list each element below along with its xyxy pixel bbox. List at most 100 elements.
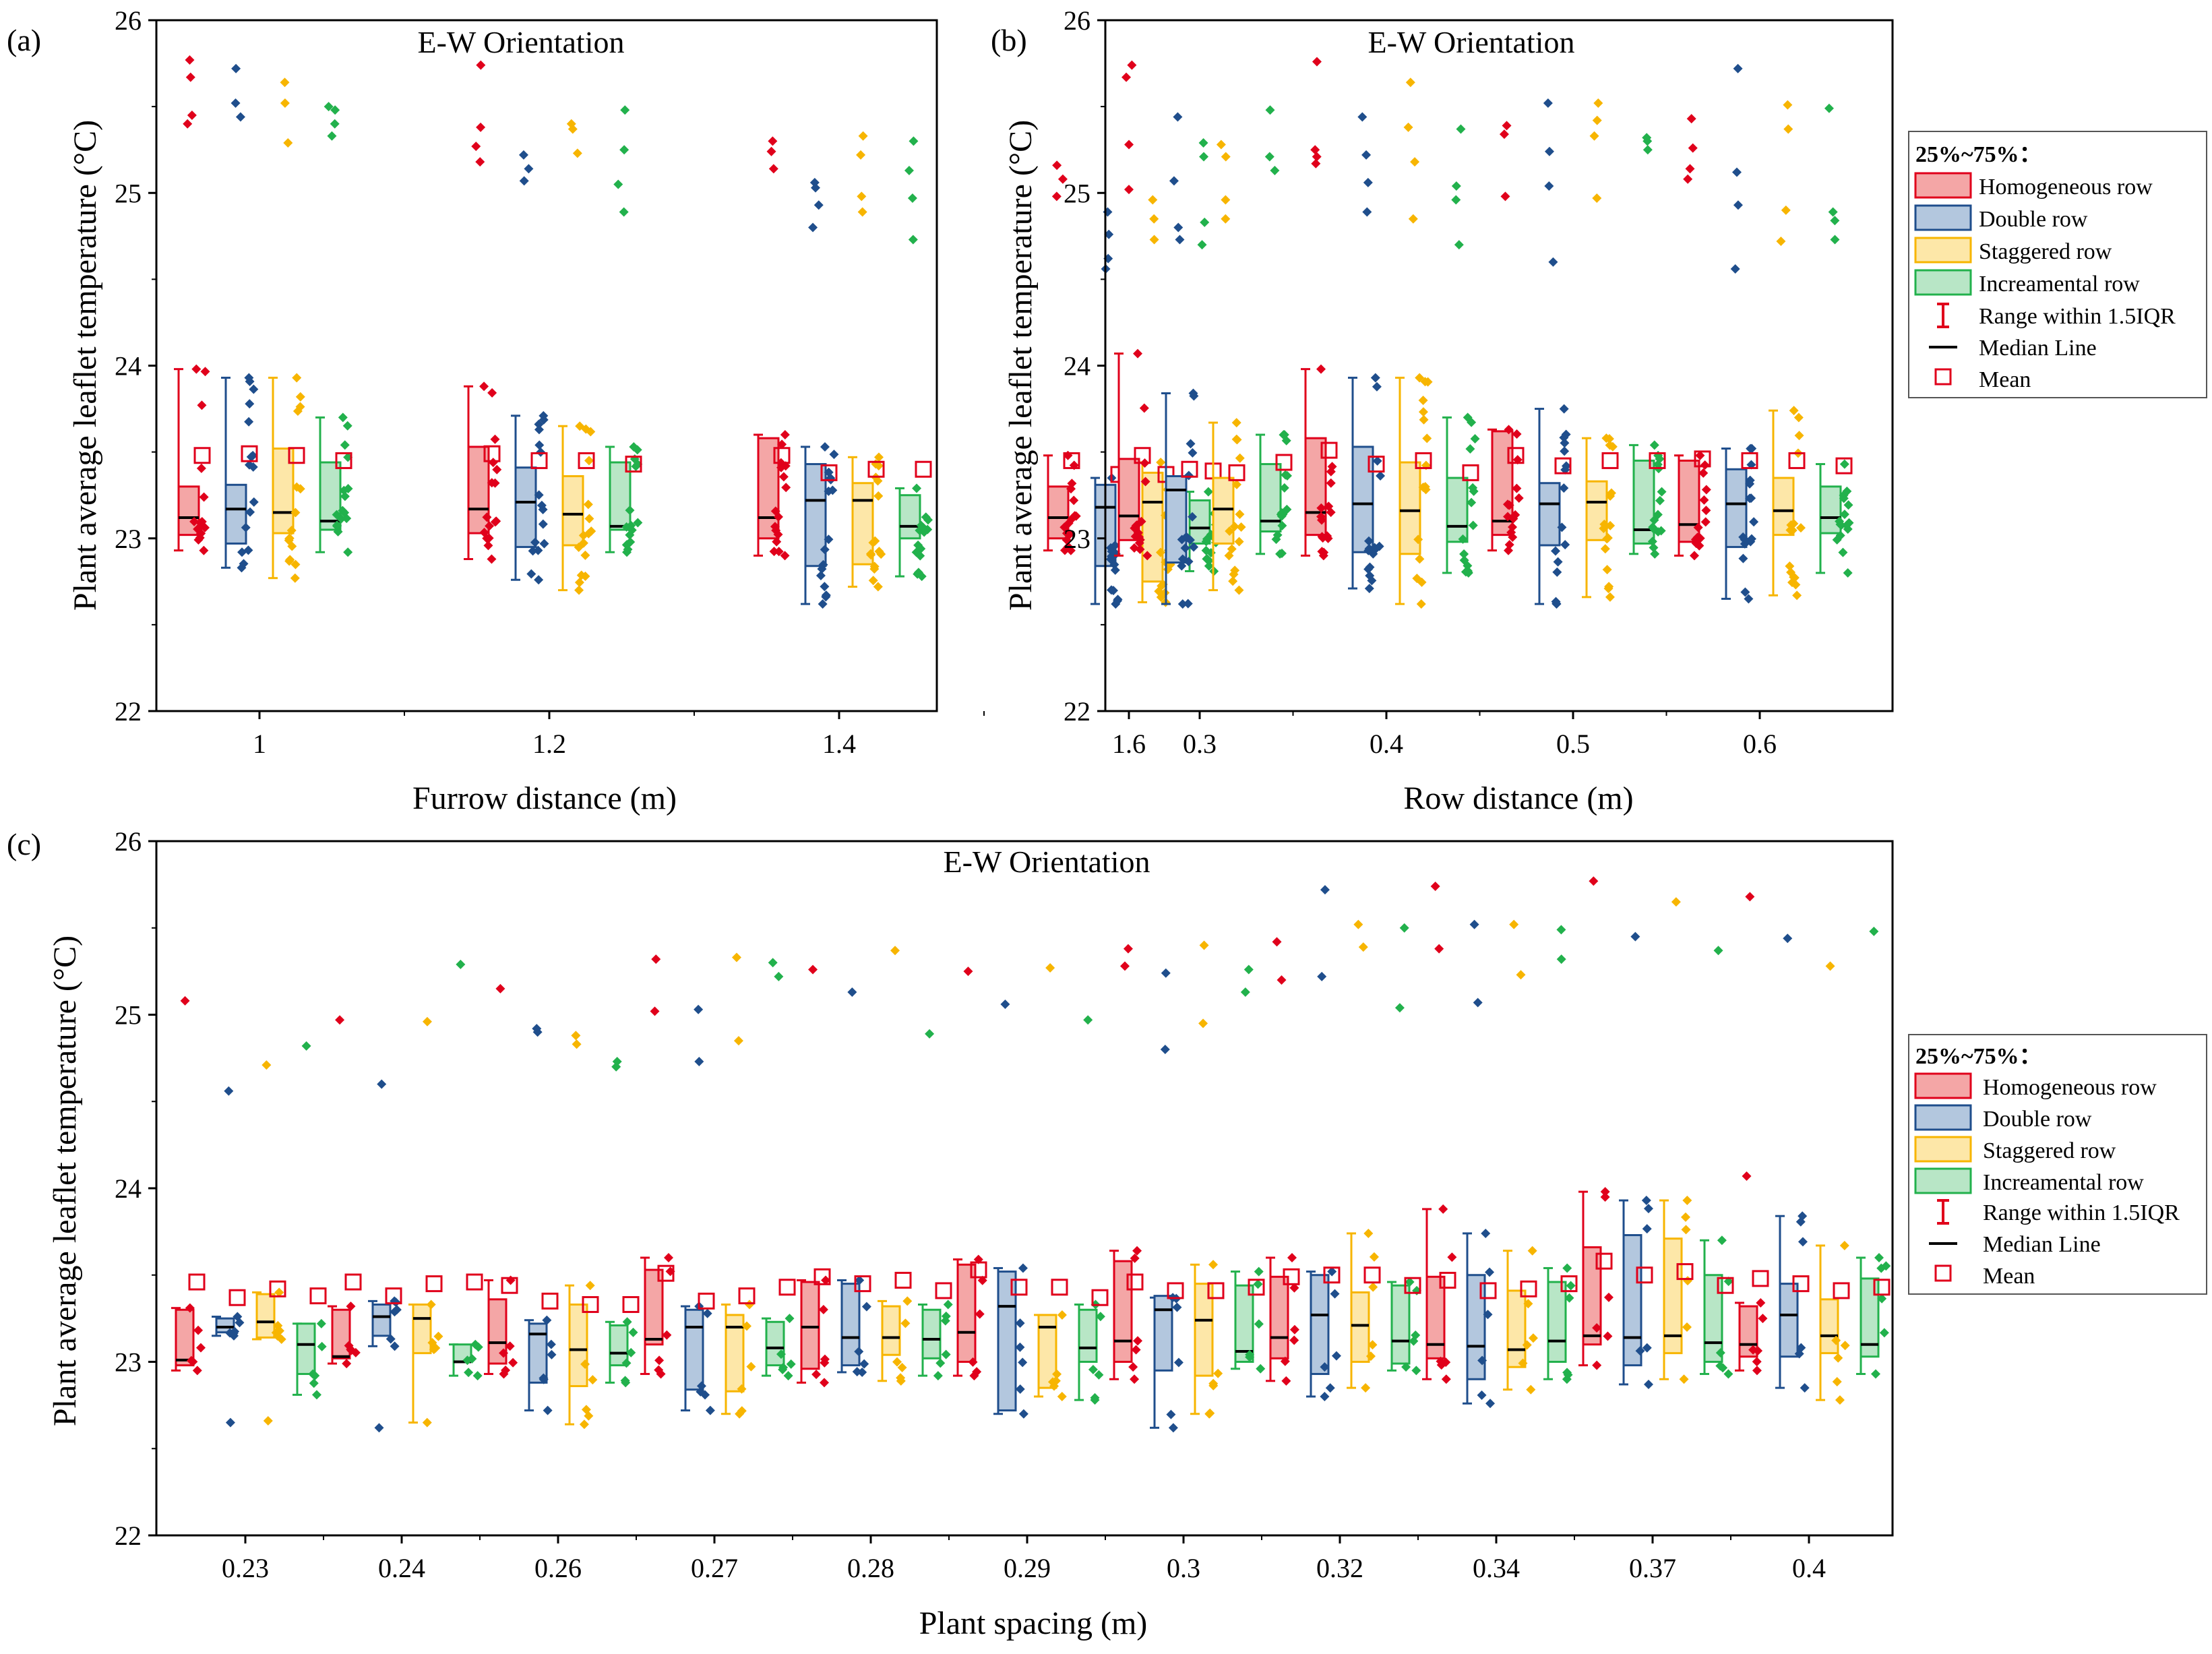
panel-c-homogeneous-point bbox=[1592, 1360, 1602, 1370]
panel-c-incremental-outlier bbox=[301, 1041, 311, 1051]
panel-a-double-box bbox=[514, 466, 537, 549]
panel-c-incremental-point bbox=[1723, 1369, 1733, 1379]
panel-a-staggered-outlier bbox=[856, 150, 866, 160]
panel-c-staggered-outlier bbox=[890, 946, 900, 956]
panel-c-homogeneous-point bbox=[1603, 1331, 1613, 1341]
panel-b-double-mean bbox=[1741, 452, 1758, 469]
legend-top-mean-icon bbox=[1934, 368, 1952, 386]
panel-b-incremental-point bbox=[1839, 510, 1849, 520]
panel-b-staggered-point bbox=[1228, 576, 1238, 586]
panel-a-double-point bbox=[245, 376, 255, 386]
panel-a-homogeneous-point bbox=[777, 439, 787, 450]
panel-b-staggered-point bbox=[1604, 582, 1614, 592]
panel-b-incremental-point bbox=[1836, 520, 1846, 530]
panel-c-homogeneous-outlier bbox=[495, 983, 505, 993]
panel-b-incremental-point bbox=[1843, 500, 1853, 510]
panel-c-homogeneous-point bbox=[505, 1341, 515, 1351]
panel-b-double-point bbox=[1364, 536, 1374, 546]
panel-a-staggered-outlier bbox=[566, 119, 576, 129]
panel-a-incremental-box bbox=[609, 461, 632, 531]
panel-a-double-point bbox=[821, 590, 831, 601]
panel-c-staggered-point bbox=[422, 1417, 432, 1428]
panel-c-double-point bbox=[852, 1367, 862, 1377]
panel-a-homogeneous-point bbox=[479, 381, 489, 392]
panel-b-homogeneous-point bbox=[1695, 450, 1705, 460]
panel-b-staggered-outlier bbox=[1410, 157, 1420, 167]
panel-c-incremental-point bbox=[622, 1317, 632, 1327]
panel-b-staggered-point bbox=[1789, 518, 1799, 528]
panel-a-double-outlier bbox=[519, 176, 529, 186]
panel-c-homogeneous-point bbox=[663, 1253, 673, 1262]
panel-a-staggered-point bbox=[868, 576, 878, 586]
panel-b-incremental-outlier bbox=[1642, 133, 1652, 143]
panel-c-staggered-outlier bbox=[262, 1060, 272, 1070]
panel-c-incremental-point bbox=[308, 1369, 318, 1379]
panel-c-incremental-point bbox=[1401, 1362, 1411, 1372]
panel-b-homogeneous-point bbox=[1698, 468, 1709, 478]
panel-b-double-point bbox=[1749, 517, 1759, 527]
panel-b-staggered-point bbox=[1231, 479, 1241, 489]
panel-c-double-point bbox=[547, 1349, 557, 1359]
panel-c-incremental-point bbox=[311, 1390, 321, 1400]
panel-a-double-outlier bbox=[518, 150, 528, 160]
panel-c-xtick-label: 0.27 bbox=[691, 1553, 738, 1583]
panel-b-double-outlier bbox=[1169, 176, 1179, 186]
panel-b-incremental-box bbox=[1446, 477, 1469, 543]
panel-a-xtick-label: 1.2 bbox=[532, 729, 566, 759]
panel-c-double-mean bbox=[1167, 1282, 1184, 1299]
panel-a-ylabel: Plant average leaflet temperature (°C) bbox=[67, 120, 103, 611]
panel-c-double-point bbox=[1168, 1423, 1178, 1433]
panel-b-homogeneous-point bbox=[1693, 522, 1703, 532]
panel-b-staggered-point bbox=[1224, 551, 1234, 561]
panel-b-double-point bbox=[1186, 439, 1196, 449]
panel-a-double-point bbox=[1107, 547, 1117, 557]
panel-b-homogeneous-outlier bbox=[1499, 129, 1509, 140]
panel-a-homogeneous-point bbox=[487, 554, 497, 564]
panel-a-double-point bbox=[245, 507, 255, 517]
panel-a-double-point bbox=[829, 450, 839, 460]
panel-b-incremental-outlier bbox=[1264, 152, 1274, 162]
panel-c-homogeneous-point bbox=[1128, 1362, 1138, 1372]
panel-a-double-point bbox=[820, 582, 830, 592]
panel-b-double-point bbox=[1559, 483, 1569, 493]
panel-b-incremental-point bbox=[1469, 486, 1479, 496]
panel-c-incremental-mean bbox=[466, 1273, 483, 1291]
panel-a-incremental-point bbox=[631, 461, 641, 471]
panel-c-staggered-mean bbox=[1363, 1266, 1381, 1284]
panel-c-incremental-point bbox=[626, 1347, 636, 1357]
panel-c-staggered-point bbox=[897, 1362, 907, 1372]
panel-a-incremental-point bbox=[632, 445, 642, 455]
panel-b-double-point bbox=[1560, 540, 1570, 550]
panel-b-incremental-point bbox=[1843, 568, 1853, 578]
panel-a-double-point bbox=[533, 545, 543, 555]
panel-b-incremental-point bbox=[1277, 549, 1287, 559]
panel-a-homogeneous-point bbox=[778, 472, 789, 482]
panel-b-double-outlier bbox=[1730, 264, 1740, 274]
panel-b-staggered-mean bbox=[1415, 452, 1432, 469]
panel-b-staggered-point bbox=[1416, 599, 1426, 609]
panel-a-homogeneous-point bbox=[200, 367, 210, 377]
legend-bottom-swatch-incremental bbox=[1914, 1167, 1972, 1194]
panel-c-double-point bbox=[1018, 1409, 1028, 1419]
panel-c-homogeneous-mean bbox=[1283, 1268, 1300, 1285]
panel-b-incremental-point bbox=[1647, 537, 1657, 547]
panel-a-double-outlier bbox=[809, 177, 820, 187]
panel-b-homogeneous-point bbox=[1316, 364, 1326, 374]
legend-top-label-homogeneous: Homogeneous row bbox=[1979, 175, 2153, 200]
panel-c-homogeneous-point bbox=[501, 1366, 511, 1376]
legend-bottom-label-mean: Mean bbox=[1983, 1264, 2035, 1289]
panel-b-homogeneous-outlier bbox=[1683, 174, 1693, 184]
panel-b-xlabel: Row distance (m) bbox=[1403, 780, 1633, 816]
panel-b-double-point bbox=[1364, 584, 1374, 594]
panel-c-homogeneous-mean bbox=[1439, 1271, 1456, 1289]
panel-c-homogeneous-point bbox=[195, 1343, 206, 1353]
panel-c-staggered-box bbox=[1663, 1237, 1683, 1355]
panel-b-staggered-outlier bbox=[1589, 131, 1599, 141]
panel-b-staggered-point bbox=[1236, 522, 1246, 532]
panel-b-double-mean bbox=[1554, 457, 1572, 474]
panel-c-staggered-mean bbox=[582, 1296, 599, 1314]
panel-b-staggered-outlier bbox=[1592, 193, 1602, 203]
panel-b-double-point bbox=[1552, 599, 1562, 609]
panel-a-staggered-outlier bbox=[857, 207, 867, 217]
panel-c-double-outlier bbox=[1000, 1000, 1010, 1010]
